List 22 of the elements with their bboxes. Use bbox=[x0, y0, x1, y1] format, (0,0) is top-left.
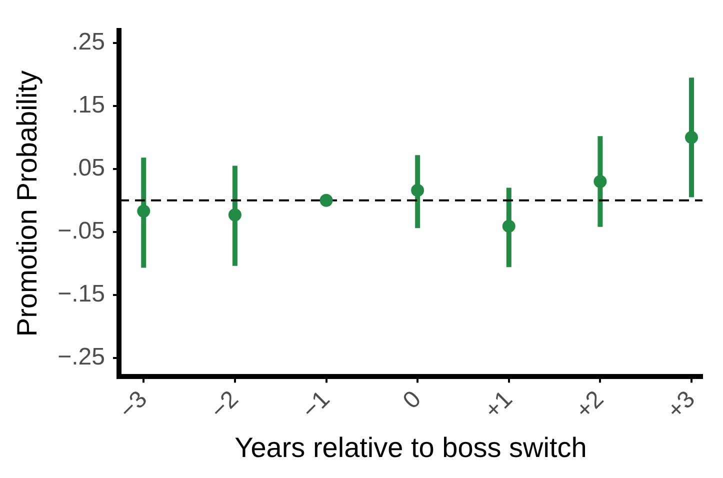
point bbox=[228, 208, 242, 222]
point bbox=[594, 175, 607, 188]
point bbox=[685, 130, 698, 144]
y-tick-label: −.25 bbox=[58, 343, 105, 370]
y-tick-label: −.05 bbox=[58, 218, 105, 244]
y-tick-label: .25 bbox=[72, 28, 105, 56]
x-tick-label: +1 bbox=[479, 386, 518, 424]
point bbox=[320, 194, 333, 207]
x-axis-title: Years relative to boss switch bbox=[234, 432, 587, 463]
y-tick-label: −.15 bbox=[58, 280, 105, 308]
y-axis-title: Promotion Probability bbox=[12, 70, 43, 337]
x-tick-label: +3 bbox=[662, 386, 700, 424]
x-tick-label: −2 bbox=[205, 386, 244, 424]
x-tick-label: −1 bbox=[296, 386, 336, 424]
y-tick-label: .05 bbox=[72, 154, 105, 182]
x-tick-label: −3 bbox=[114, 386, 153, 424]
point bbox=[411, 184, 424, 197]
point bbox=[137, 204, 150, 218]
y-tick-label: .15 bbox=[72, 92, 105, 119]
point bbox=[502, 220, 516, 233]
x-tick-label: 0 bbox=[398, 386, 426, 414]
x-tick-label: +2 bbox=[570, 386, 610, 424]
